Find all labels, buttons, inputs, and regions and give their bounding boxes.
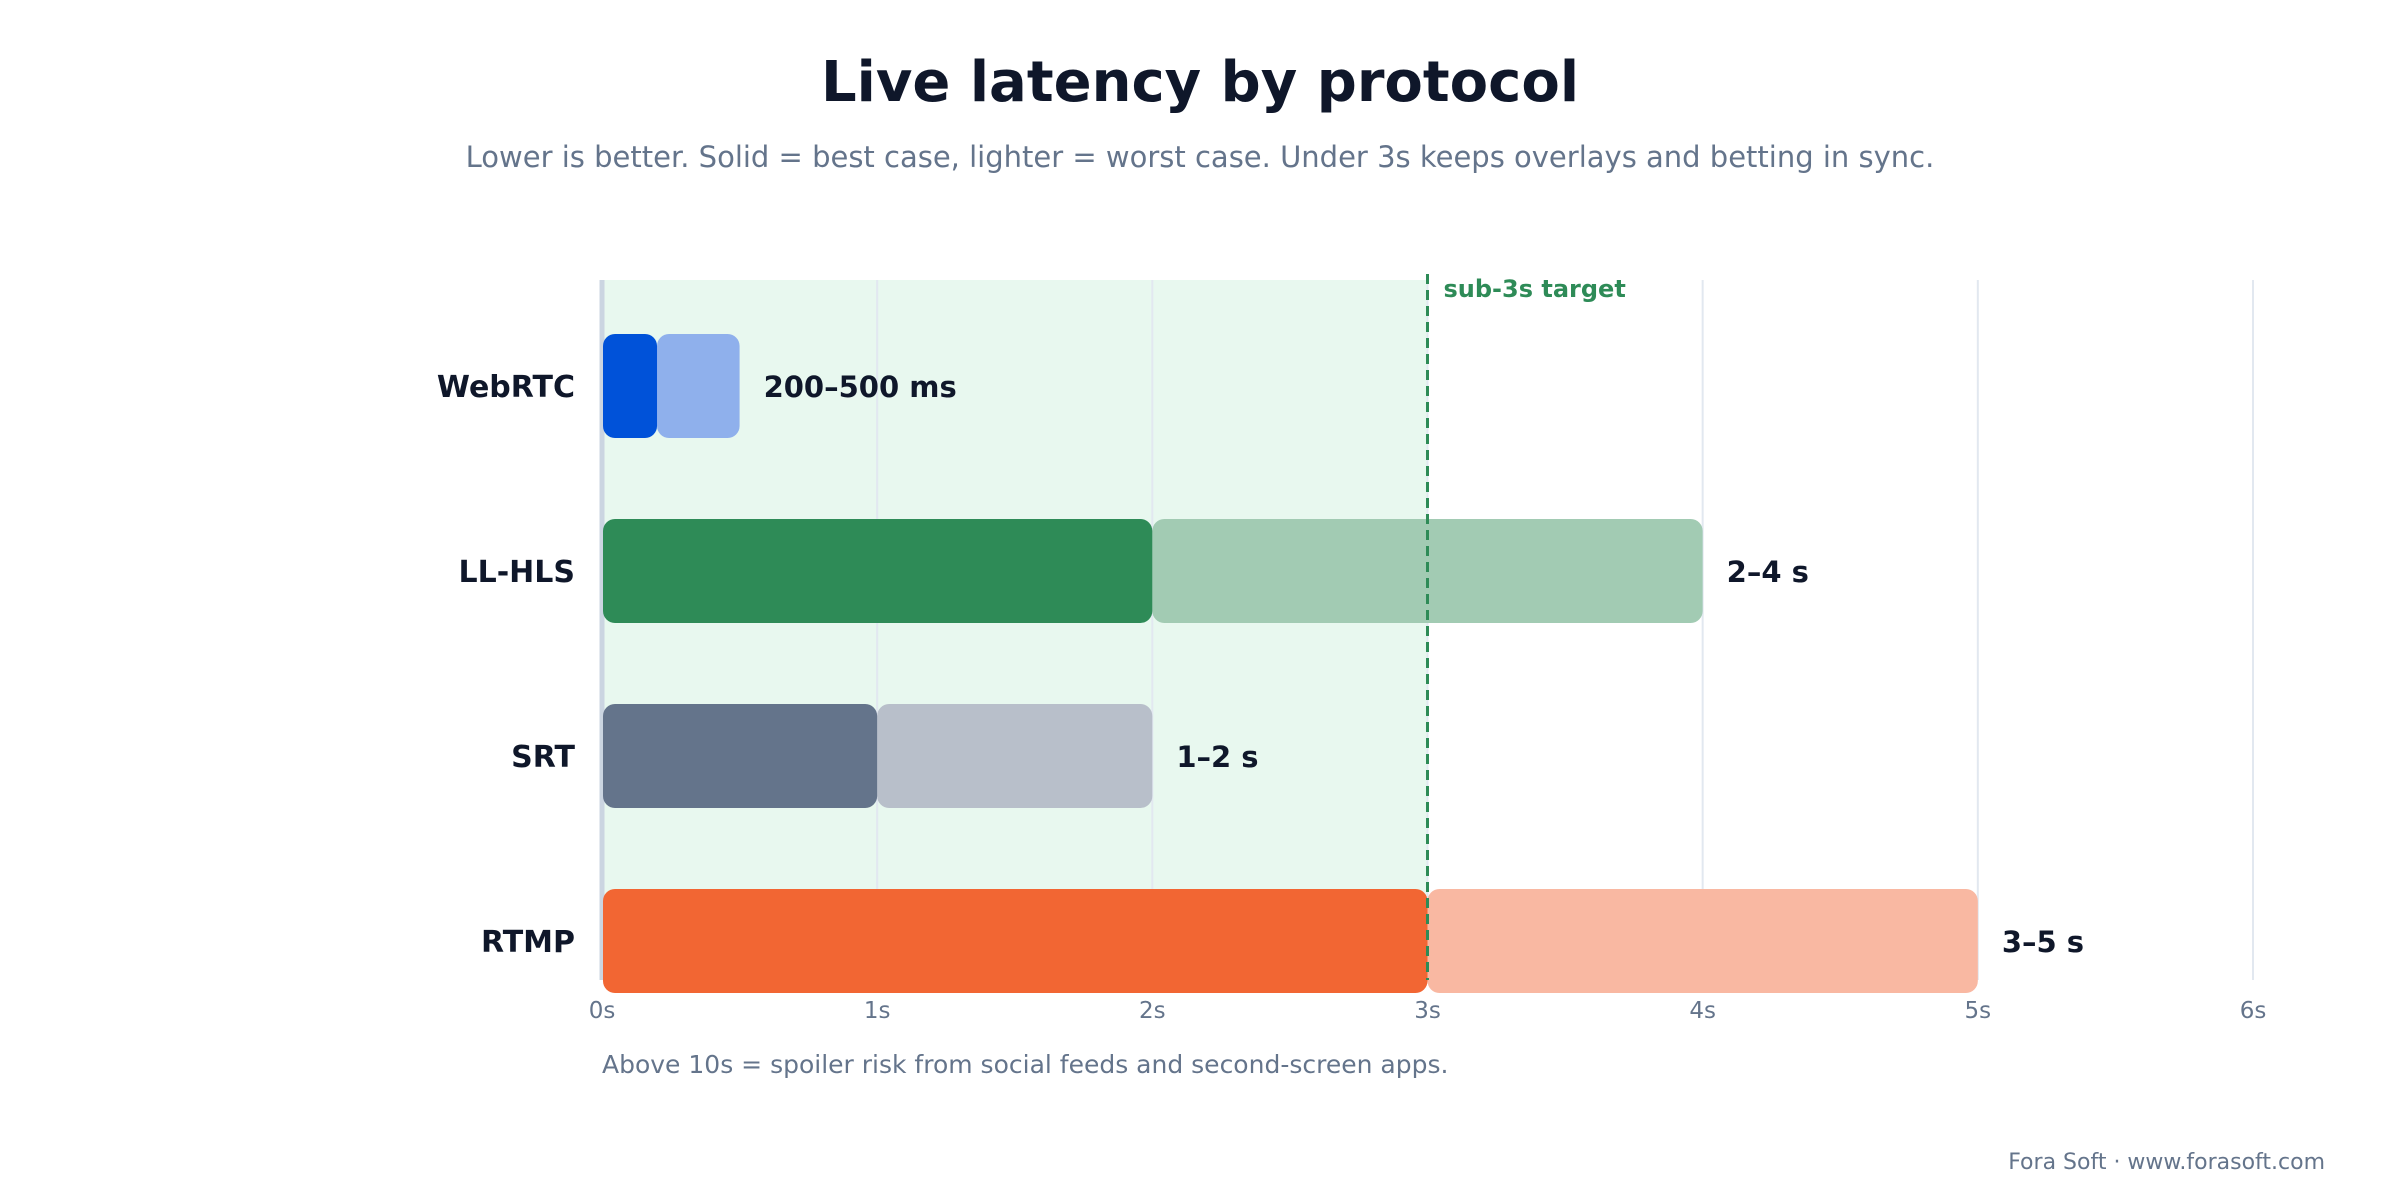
category-label: WebRTC [437,370,575,405]
value-label: 3–5 s [2002,925,2084,959]
value-label: 200–500 ms [764,370,957,404]
x-tick-label: 3s [1414,998,1441,1024]
bar-worst-rtmp [1427,889,1978,993]
category-label: LL-HLS [458,555,575,590]
bar-worst-webrtc [657,334,740,438]
bar-best-rtmp [603,889,1428,993]
chart-subtitle: Lower is better. Solid = best case, ligh… [465,140,1935,174]
value-label: 2–4 s [1727,555,1809,589]
chart-title: Live latency by protocol [820,50,1580,115]
x-tick-label: 1s [864,998,891,1024]
x-tick-label: 4s [1689,998,1716,1024]
category-label: SRT [511,740,575,775]
value-label: 1–2 s [1176,740,1258,774]
x-tick-label: 6s [2240,998,2267,1024]
bar-best-srt [603,704,878,808]
x-tick-label: 2s [1139,998,1166,1024]
bar-worst-srt [877,704,1153,808]
x-tick-label: 5s [1965,998,1992,1024]
bar-best-ll-hls [603,519,1153,623]
credit: Fora Soft · www.forasoft.com [2008,1150,2325,1175]
category-label: RTMP [481,925,575,960]
footnote: Above 10s = spoiler risk from social fee… [602,1050,1449,1079]
bar-best-webrtc [603,334,658,438]
target-label: sub-3s target [1444,275,1626,303]
x-tick-label: 0s [589,998,616,1024]
